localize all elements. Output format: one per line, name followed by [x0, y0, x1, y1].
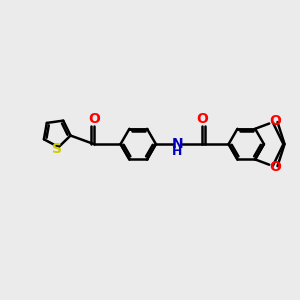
Text: O: O — [269, 160, 281, 174]
Text: O: O — [269, 114, 281, 128]
Text: S: S — [52, 142, 62, 156]
Text: O: O — [88, 112, 100, 126]
Text: O: O — [196, 112, 208, 126]
Text: H: H — [172, 145, 182, 158]
Text: N: N — [171, 136, 183, 151]
